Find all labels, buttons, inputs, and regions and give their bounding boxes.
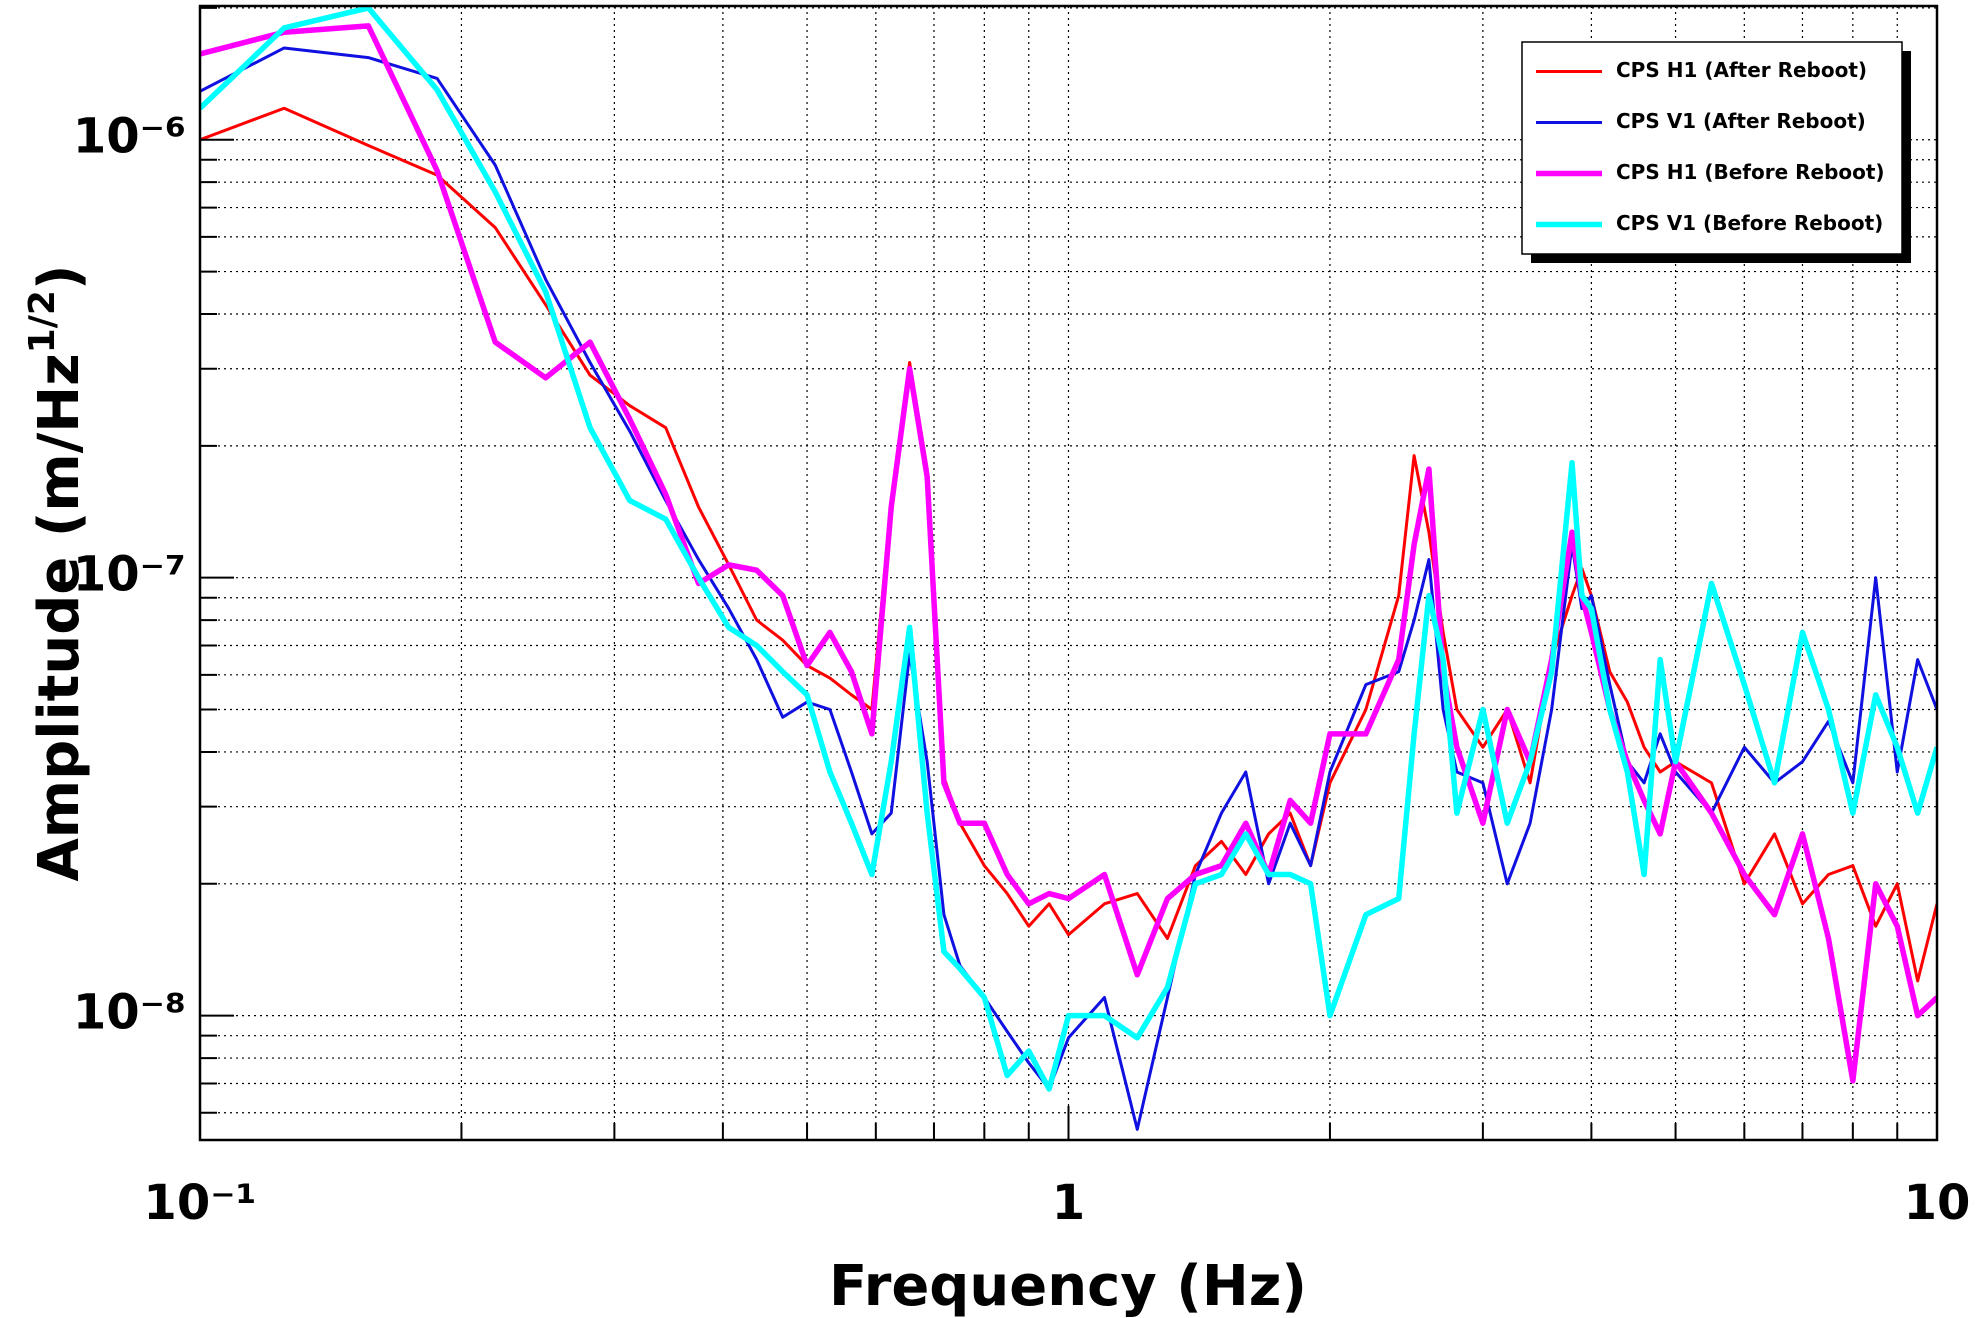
y-tick-label: 10⁻⁷ (73, 547, 186, 603)
y-tick-label: 10⁻⁸ (73, 985, 186, 1041)
y-axis-title-text: Amplitude (m/Hz (27, 353, 92, 881)
x-tick-label: 10 (1904, 1175, 1971, 1231)
legend-label: CPS H1 (Before Reboot) (1616, 160, 1885, 184)
x-tick-label: 10⁻¹ (143, 1175, 256, 1231)
y-axis-title-exponent: 1/2 (22, 290, 63, 353)
plot-lines (200, 6, 1937, 1131)
y-tick-label: 10⁻⁶ (73, 109, 186, 165)
legend-label: CPS H1 (After Reboot) (1616, 58, 1867, 82)
legend-label: CPS V1 (Before Reboot) (1616, 211, 1883, 235)
x-tick-label: 1 (1052, 1175, 1085, 1231)
y-axis-title-suffix: ) (27, 264, 92, 290)
x-axis-title: Frequency (Hz) (829, 1254, 1307, 1318)
legend-label: CPS V1 (After Reboot) (1616, 109, 1866, 133)
y-axis-title: Amplitude (m/Hz1/2) (22, 264, 92, 881)
grid (199, 6, 1938, 1140)
series-line (200, 6, 1937, 1092)
legend-box (1521, 41, 1903, 255)
series-line (200, 106, 1937, 983)
series-line (200, 23, 1937, 1084)
axis-ticks: 10⁻¹ 1 10 10⁻⁸ 10⁻⁷ 10⁻⁶ (73, 6, 1971, 1231)
legend: CPS H1 (After Reboot) CPS V1 (After Reboo… (1521, 41, 1911, 263)
